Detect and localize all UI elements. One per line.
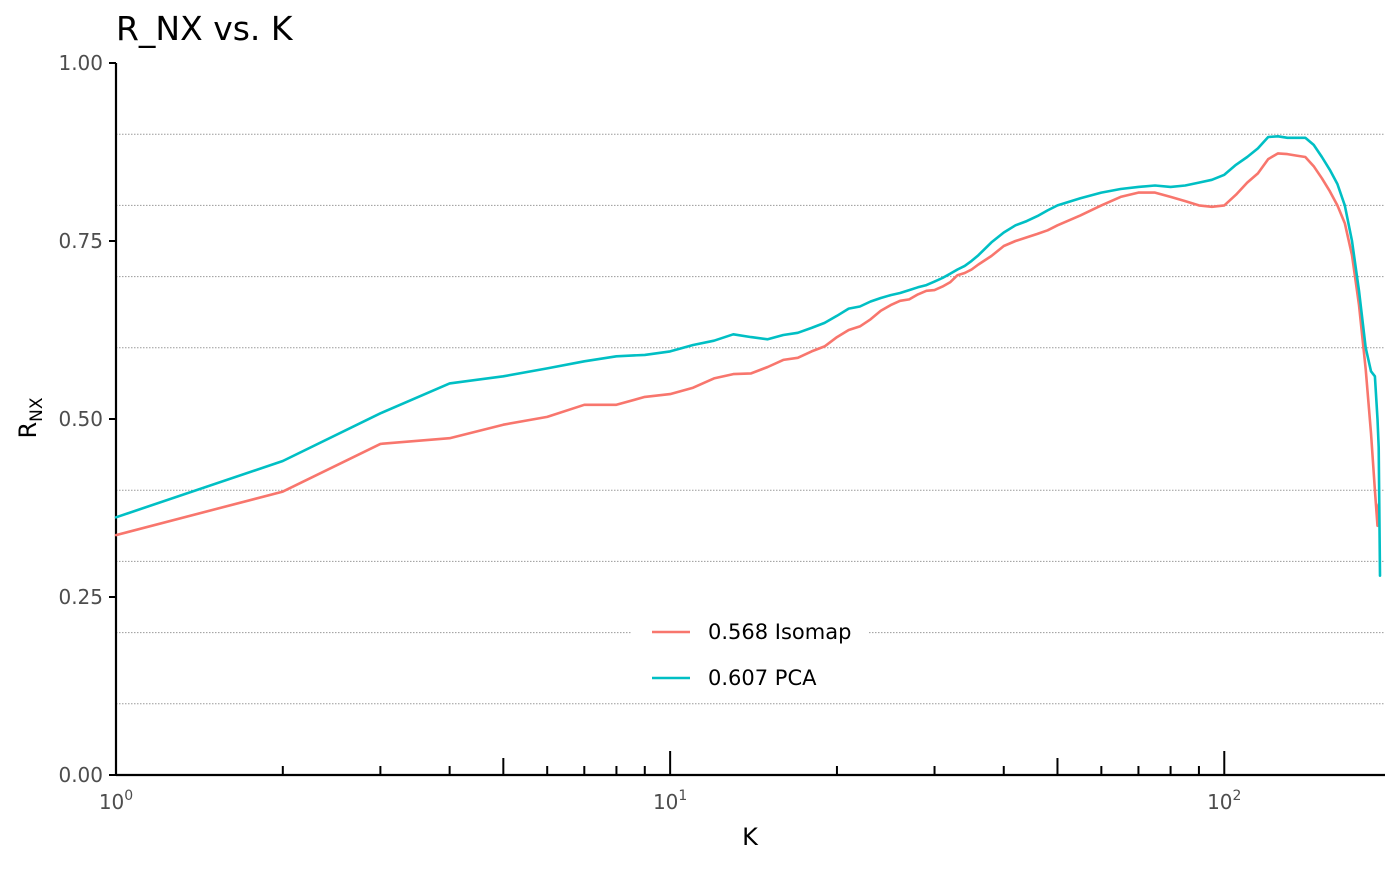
series-line-isomap [114,152,1380,537]
series-line-pca [114,135,1382,577]
y-axis-title-subscript: NX [27,397,47,422]
y-tick-label: 0.75 [58,229,103,253]
y-tick-label: 0.50 [58,407,103,431]
y-axis-title-base: R [14,422,42,439]
series-lines [114,135,1382,577]
x-axis-title: K [742,823,759,851]
y-tick-label: 1.00 [58,51,103,75]
legend-background [632,604,868,702]
y-axis-title: RNX [14,397,47,438]
y-tick-label: 0.25 [58,585,103,609]
axes: 0.00 0.25 0.50 0.75 1.00 100 101 102 [58,51,1385,814]
chart-title: R_NX vs. K [116,9,294,48]
gridlines [116,133,1385,705]
x-tick-label: 101 [653,788,687,814]
x-tick-label: 100 [99,788,133,814]
legend: 0.568 Isomap 0.607 PCA [632,604,868,702]
legend-label: 0.568 Isomap [708,620,851,644]
y-tick-label: 0.00 [58,763,103,787]
legend-label: 0.607 PCA [708,666,817,690]
x-tick-label: 102 [1207,788,1241,814]
